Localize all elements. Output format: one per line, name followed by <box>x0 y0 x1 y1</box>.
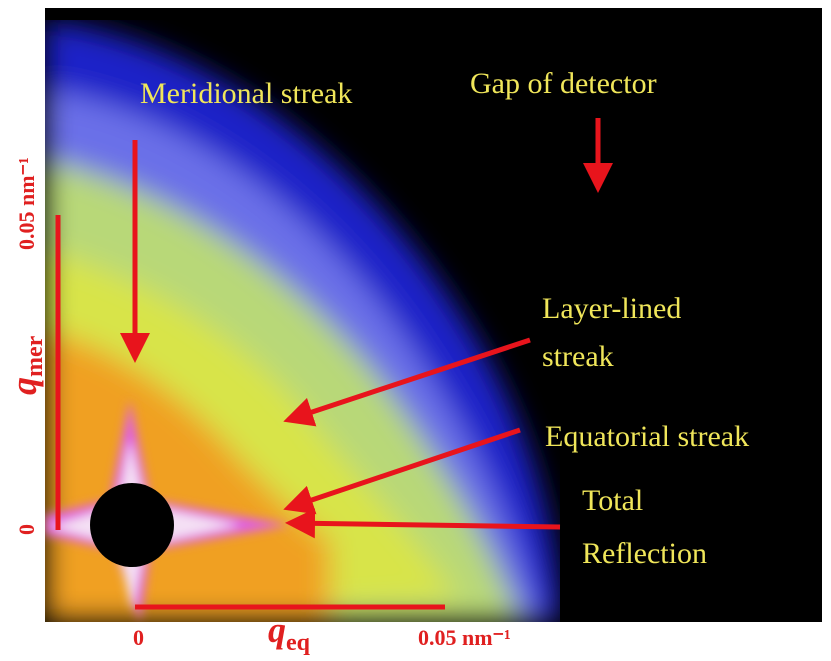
x-tick-label: 0.05 nm⁻¹ <box>418 625 511 650</box>
annotation: Equatorial streak <box>545 420 749 453</box>
annotation: Total <box>582 484 643 517</box>
annotation: Layer-lined <box>542 292 681 325</box>
figure: Meridional streak Gap of detector Layer-… <box>0 0 831 661</box>
symbol: q <box>268 610 286 650</box>
y-axis-label: qmer <box>4 335 48 395</box>
annotation: streak <box>542 340 614 373</box>
x-tick-label: 0 <box>133 625 144 650</box>
annotation: Reflection <box>582 537 707 570</box>
page: {"annotations": {"meridional": "Meridion… <box>0 0 831 661</box>
annotation: Meridional streak <box>140 77 352 110</box>
beamstop <box>90 483 174 567</box>
annotation: Gap of detector <box>470 67 657 100</box>
subscript: mer <box>22 335 48 377</box>
y-tick-label: 0.05 nm⁻¹ <box>14 157 39 250</box>
y-tick-label: 0 <box>14 524 39 535</box>
subscript: eq <box>286 630 311 656</box>
symbol: q <box>4 377 44 395</box>
